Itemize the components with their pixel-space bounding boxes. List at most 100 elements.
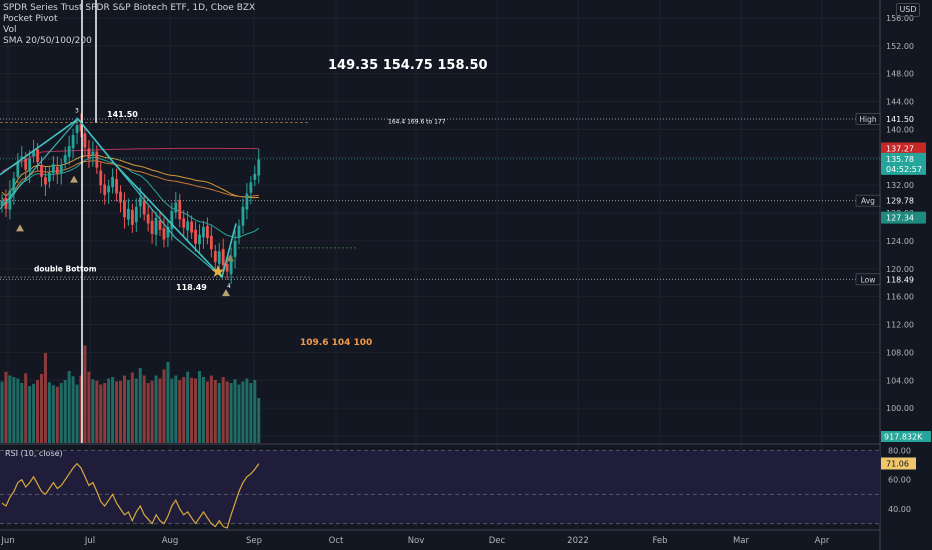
pattern-line-2 — [0, 118, 223, 278]
candle[interactable] — [158, 212, 162, 237]
currency-button[interactable]: USD — [896, 3, 920, 17]
candle[interactable] — [174, 192, 178, 219]
candle[interactable] — [119, 185, 122, 213]
candle[interactable] — [127, 198, 130, 226]
candle[interactable] — [63, 146, 67, 169]
candle[interactable] — [87, 140, 91, 168]
candle[interactable] — [213, 244, 217, 272]
candle[interactable] — [150, 210, 154, 244]
candle[interactable] — [194, 221, 197, 252]
candle-body — [194, 229, 197, 244]
candle[interactable] — [253, 165, 257, 187]
candle[interactable] — [190, 215, 193, 239]
candlestick-series[interactable] — [0, 113, 261, 284]
candle[interactable] — [241, 198, 245, 234]
candle[interactable] — [237, 219, 241, 245]
symbol-title[interactable]: SPDR Series Trust SPDR S&P Biotech ETF, … — [3, 3, 256, 13]
candle[interactable] — [154, 211, 158, 247]
candle[interactable] — [249, 176, 253, 205]
candle[interactable] — [103, 174, 107, 205]
candle[interactable] — [202, 220, 205, 249]
candle[interactable] — [107, 179, 111, 204]
candle[interactable] — [182, 210, 186, 238]
low-value-tag[interactable]: 118.49 — [881, 273, 926, 286]
candle[interactable] — [83, 127, 87, 156]
rsi-indicator-label[interactable]: RSI (10, close) — [5, 449, 63, 458]
sma-red-tag[interactable]: 137.27 — [881, 142, 926, 155]
candle[interactable] — [59, 158, 63, 185]
candle[interactable] — [206, 217, 209, 245]
candle[interactable] — [71, 128, 75, 158]
candle[interactable] — [229, 247, 233, 284]
volume-bar — [32, 383, 36, 443]
candle[interactable] — [225, 257, 229, 280]
candle-body — [182, 218, 186, 228]
candle[interactable] — [44, 166, 47, 196]
avg-value-tag-bg — [881, 194, 926, 207]
indicator-volume[interactable]: Vol — [3, 25, 17, 35]
candle[interactable] — [55, 156, 59, 184]
candle-body — [257, 159, 261, 176]
candle[interactable] — [99, 162, 103, 194]
candle[interactable] — [4, 189, 8, 217]
candle[interactable] — [134, 198, 138, 233]
indicator-sma[interactable]: SMA 20/50/100/200 — [3, 36, 92, 46]
candle[interactable] — [186, 210, 190, 242]
indicator-pocket-pivot[interactable]: Pocket Pivot — [3, 14, 58, 24]
volume-tag[interactable]: 917.832K — [881, 431, 931, 442]
rsi-value-tag[interactable]: 71.06 — [881, 457, 916, 470]
candle[interactable] — [79, 113, 83, 138]
rsi-value-tag-text: 71.06 — [886, 459, 909, 468]
volume-bar — [190, 377, 194, 443]
price-axis[interactable]: 156.00152.00148.00144.00140.00136.00132.… — [855, 0, 932, 550]
candle[interactable] — [123, 192, 126, 229]
candle-body — [32, 150, 35, 157]
candle[interactable] — [28, 150, 32, 184]
candle[interactable] — [146, 205, 150, 232]
volume-bar — [40, 374, 43, 443]
candle[interactable] — [0, 194, 4, 213]
candle[interactable] — [166, 220, 170, 248]
candle[interactable] — [178, 193, 182, 228]
volume-bar — [95, 380, 99, 443]
candle[interactable] — [142, 194, 146, 221]
candle[interactable] — [245, 183, 249, 220]
volume-bar — [63, 380, 67, 443]
candle[interactable] — [138, 187, 142, 218]
high-badge[interactable]: High — [855, 113, 881, 125]
candle[interactable] — [51, 155, 55, 181]
avg-badge[interactable]: Avg — [855, 194, 881, 207]
symbol-legend[interactable]: SPDR Series Trust SPDR S&P Biotech ETF, … — [3, 3, 255, 47]
candle[interactable] — [209, 225, 213, 258]
avg-value-tag[interactable]: 129.78 — [881, 194, 926, 207]
candle-body — [225, 263, 229, 272]
price-tick: 100.00 — [886, 404, 914, 413]
candle[interactable] — [257, 148, 261, 184]
low-badge[interactable]: Low — [855, 273, 881, 286]
time-axis[interactable]: Jun Jul Aug Sep Oct Nov Dec 2022 Feb Mar Apr — [0, 536, 829, 546]
candle[interactable] — [91, 141, 95, 167]
candle[interactable] — [12, 171, 16, 205]
candle[interactable] — [48, 166, 51, 188]
candle[interactable] — [198, 224, 201, 254]
sma-value-tag[interactable]: 127.34 — [881, 211, 926, 224]
candle[interactable] — [95, 145, 99, 175]
candle[interactable] — [130, 203, 134, 233]
candle[interactable] — [16, 153, 20, 184]
candle[interactable] — [115, 168, 118, 202]
candle[interactable] — [162, 217, 166, 248]
candle[interactable] — [67, 135, 71, 165]
high-value-tag[interactable]: 141.50 — [881, 112, 926, 125]
candle[interactable] — [20, 146, 24, 168]
candle[interactable] — [75, 116, 79, 145]
candle[interactable] — [233, 230, 237, 269]
candle[interactable] — [111, 168, 114, 194]
candle[interactable] — [221, 238, 225, 272]
candle-body — [67, 146, 71, 157]
volume-bar — [182, 377, 186, 443]
candle-body — [206, 225, 209, 239]
volume-bar — [59, 383, 63, 443]
candle-body — [198, 234, 201, 245]
